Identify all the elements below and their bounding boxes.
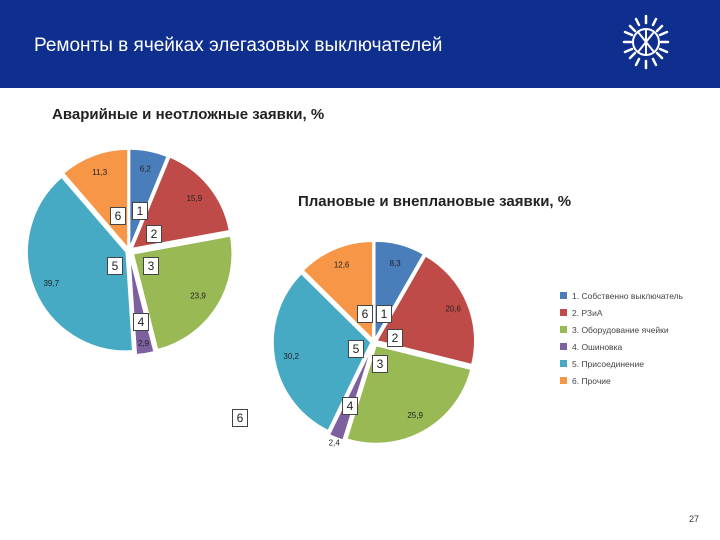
- pie2-data-label-1: 8,3: [390, 259, 402, 268]
- pie2-data-label-3: 25,9: [407, 411, 423, 420]
- pie2-callout-6: 6: [357, 305, 373, 323]
- pie1-data-label-4: 2,9: [138, 339, 150, 348]
- slide-title: Ремонты в ячейках элегазовых выключателе…: [34, 35, 443, 56]
- legend-item: 1. Собственно выключатель: [560, 287, 683, 304]
- page-number: 27: [689, 514, 700, 524]
- pie1-callout-4: 4: [133, 313, 149, 331]
- chart1-title: Аварийные и неотложные заявки, %: [52, 106, 325, 123]
- pie1-slice-5: [26, 176, 134, 352]
- slide-header: Ремонты в ячейках элегазовых выключателе…: [0, 0, 720, 88]
- legend-label: 6. Прочие: [572, 375, 611, 386]
- pie1-callout-1: 1: [132, 202, 148, 220]
- pie1-data-label-6: 11,3: [92, 168, 108, 177]
- legend-item: 2. РЗиА: [560, 304, 683, 321]
- pie2-callout-2: 2: [387, 329, 403, 347]
- legend-swatch: [560, 292, 567, 299]
- pie1-callout-2: 2: [146, 225, 162, 243]
- legend-label: 5. Присоединение: [572, 358, 644, 369]
- legend-swatch: [560, 326, 567, 333]
- pie2-callout-4: 4: [342, 397, 358, 415]
- pie1-data-label-1: 6,2: [140, 165, 152, 174]
- pie2-slice-4: [328, 346, 373, 442]
- pie2-slice-5: [272, 272, 372, 432]
- legend-label: 3. Оборудование ячейки: [572, 324, 669, 335]
- power-grid-logo-icon: [622, 14, 670, 70]
- pie2-data-label-5: 30,2: [283, 352, 299, 361]
- legend-item: 6. Прочие: [560, 372, 683, 389]
- pie1-data-label-3: 23,9: [190, 291, 206, 300]
- extra-callout-6: 6: [232, 409, 248, 427]
- legend-label: 1. Собственно выключатель: [572, 290, 684, 301]
- legend-item: 4. Ошиновка: [560, 338, 683, 355]
- legend-swatch: [560, 377, 567, 384]
- legend-label: 2. РЗиА: [572, 307, 603, 318]
- legend-item: 5. Присоединение: [560, 355, 683, 372]
- pie2-slice-6: [302, 240, 374, 342]
- pie2-data-label-2: 20,6: [445, 304, 461, 313]
- pie1-slice-1: [128, 148, 169, 249]
- pie1-data-label-5: 39,7: [43, 279, 59, 288]
- legend-item: 3. Оборудование ячейки: [560, 321, 683, 338]
- pie1-callout-5: 5: [107, 257, 123, 275]
- chart2-title: Плановые и внеплановые заявки, %: [298, 193, 572, 210]
- pie2-data-label-4: 2,4: [329, 438, 341, 447]
- legend: 1. Собственно выключатель 2. РЗиА 3. Обору…: [560, 287, 683, 389]
- legend-swatch: [560, 360, 567, 367]
- pie1-callout-3: 3: [143, 257, 159, 275]
- pie2-data-label-6: 12,6: [334, 260, 350, 269]
- pie1-data-label-2: 15,9: [186, 194, 202, 203]
- pie2-callout-3: 3: [372, 355, 388, 373]
- pie1-callout-6: 6: [110, 207, 126, 225]
- pie2-callout-1: 1: [376, 305, 392, 323]
- legend-swatch: [560, 309, 567, 316]
- legend-label: 4. Ошиновка: [572, 341, 623, 352]
- legend-swatch: [560, 343, 567, 350]
- pie2-callout-5: 5: [348, 340, 364, 358]
